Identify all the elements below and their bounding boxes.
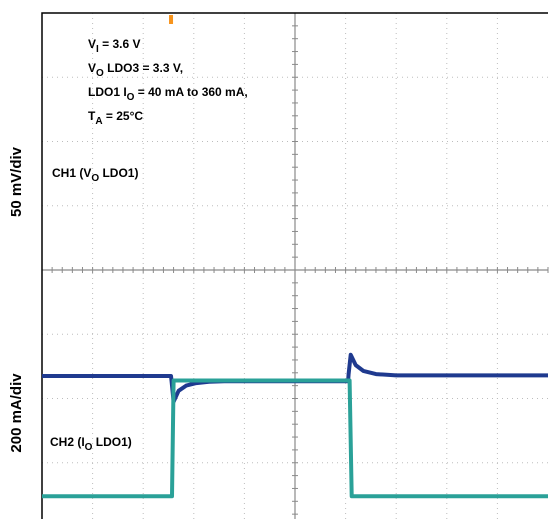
ch1-scale-label: 50 mV/div [8,146,25,217]
condition-vi: VI = 3.6 V [88,37,141,55]
plot-frame [41,12,548,519]
ch1-label: CH1 (VO LDO1) [52,166,138,184]
graticule [41,12,549,519]
ch2-trace [42,378,548,499]
condition-io-ldo1: LDO1 IO = 40 mA to 360 mA, [88,85,248,103]
condition-ta: TA = 25°C [88,109,143,127]
condition-vo-ldo3: VO LDO3 = 3.3 V, [88,61,183,79]
test-conditions: VI = 3.6 V VO LDO3 = 3.3 V, LDO1 IO = 40… [88,37,248,127]
trigger-marker [169,15,174,24]
ch2-scale-label: 200 mA/div [8,373,25,453]
ch2-label: CH2 (IO LDO1) [50,435,132,453]
